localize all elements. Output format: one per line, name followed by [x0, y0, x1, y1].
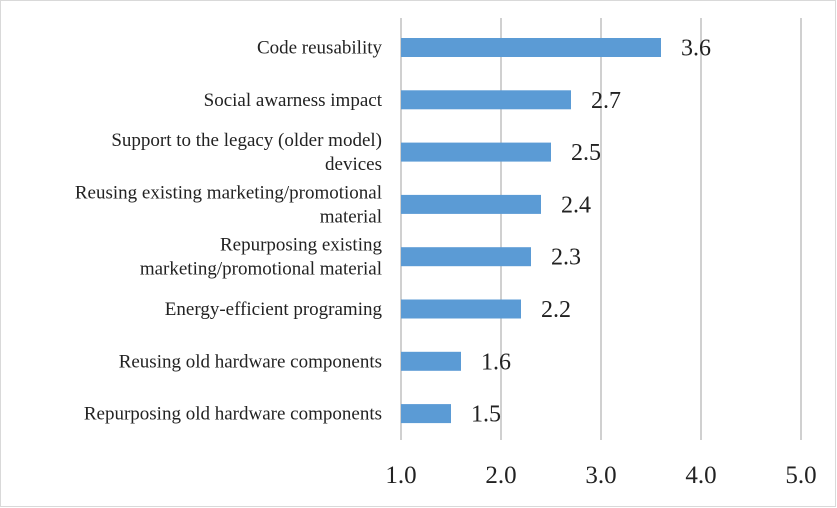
bar — [401, 404, 451, 424]
x-tick-label: 1.0 — [385, 462, 416, 489]
data-label: 2.7 — [591, 88, 621, 114]
bar — [401, 194, 541, 214]
bar — [401, 351, 461, 371]
bar — [401, 90, 571, 110]
category-label: Code reusability — [257, 38, 383, 59]
bar — [401, 38, 661, 57]
bars — [401, 38, 661, 424]
x-axis-tick-labels: 1.0 2.0 3.0 4.0 5.0 — [385, 462, 816, 489]
data-label: 2.5 — [571, 140, 601, 166]
data-label: 2.3 — [551, 245, 581, 271]
gridlines — [400, 18, 802, 440]
bar — [401, 142, 551, 162]
bar — [401, 247, 531, 267]
x-tick-label: 3.0 — [585, 462, 616, 489]
category-label: Energy-efficient programing — [165, 299, 383, 320]
data-label: 3.6 — [681, 36, 711, 62]
category-label: Reusing old hardware components — [119, 351, 382, 372]
bar — [401, 299, 521, 319]
data-label: 1.5 — [471, 402, 501, 428]
category-label: Social awarness impact — [204, 90, 383, 111]
category-label: Repurposing old hardware components — [84, 404, 382, 425]
x-tick-label: 4.0 — [685, 462, 716, 489]
category-label: Reusing existing marketing/promotional ma… — [75, 182, 382, 227]
category-labels: Code reusability Social awarness impact Su… — [75, 38, 383, 425]
data-label: 2.2 — [541, 297, 571, 323]
x-tick-label: 2.0 — [485, 462, 516, 489]
value-labels: 3.6 2.7 2.5 2.4 2.3 2.2 1.6 1.5 — [471, 36, 711, 428]
data-label: 2.4 — [561, 192, 591, 218]
category-label: Repurposing existing marketing/promotiona… — [140, 235, 383, 280]
category-label: Support to the legacy (older model) devic… — [111, 130, 382, 175]
x-tick-label: 5.0 — [785, 462, 816, 489]
data-label: 1.6 — [481, 349, 511, 375]
